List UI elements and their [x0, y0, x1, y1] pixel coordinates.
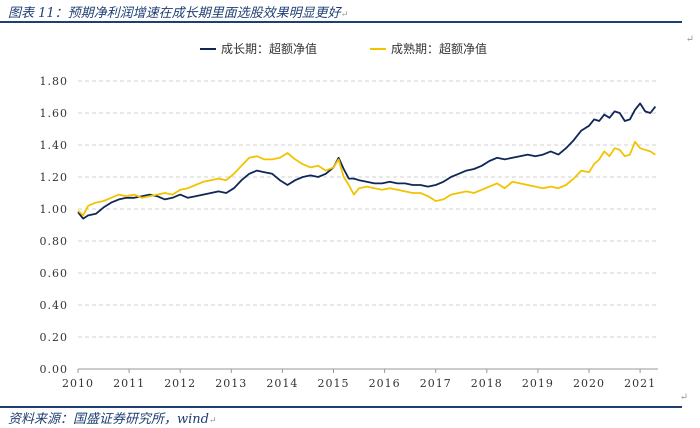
y-tick-label: 0.40 [40, 299, 69, 312]
x-tick-label: 2014 [266, 377, 298, 390]
return-mark-icon: ↵ [340, 10, 349, 20]
x-tick-label: 2021 [624, 377, 656, 390]
legend-label-growth: 成长期：超额净值 [221, 41, 317, 56]
x-tick-label: 2015 [318, 377, 350, 390]
x-tick-marks [77, 369, 641, 373]
x-tick-label: 2012 [164, 377, 196, 390]
top-rule [0, 21, 682, 23]
return-mark-icon: ↵ [685, 34, 694, 45]
x-tick-label: 2013 [215, 377, 247, 390]
series-line-growth [77, 102, 657, 220]
figure-title: 图表 11：预期净利润增速在成长期里面选股效果明显更好↵ [8, 2, 348, 21]
legend: 成长期：超额净值 成熟期：超额净值 [200, 41, 487, 56]
y-tick-label: 0.80 [40, 235, 69, 248]
gridlines [78, 80, 658, 338]
figure-source-text: 资料来源：国盛证券研究所，wind [8, 412, 209, 427]
return-mark-icon: ↵ [679, 392, 688, 403]
series-line-mature [77, 140, 656, 217]
return-mark-icon: ↵ [208, 416, 217, 426]
figure-source: 资料来源：国盛证券研究所，wind↵ [8, 408, 217, 427]
x-tick-label: 2011 [113, 377, 145, 390]
y-tick-labels: 0.00 0.20 0.40 0.60 0.80 1.00 1.20 1.40 1.60 1.80 [40, 75, 69, 376]
bottom-rule [0, 406, 682, 408]
y-tick-label: 1.40 [40, 139, 69, 152]
x-tick-labels: 2010 2011 2012 2013 2014 2015 2016 2017 2018 2019… [62, 377, 656, 390]
y-tick-label: 1.20 [40, 171, 69, 184]
x-tick-label: 2019 [522, 377, 554, 390]
y-tick-label: 1.00 [40, 203, 69, 216]
y-tick-label: 1.80 [40, 75, 69, 88]
y-tick-label: 1.60 [40, 107, 69, 120]
series-layer [77, 102, 657, 220]
legend-label-mature: 成熟期：超额净值 [391, 41, 487, 56]
y-tick-label: 0.60 [40, 267, 69, 280]
x-tick-label: 2018 [471, 377, 503, 390]
x-tick-label: 2020 [573, 377, 605, 390]
figure-title-text: 图表 11：预期净利润增速在成长期里面选股效果明显更好 [8, 6, 341, 21]
x-tick-label: 2016 [369, 377, 401, 390]
y-tick-label: 0.20 [40, 331, 69, 344]
y-tick-label: 0.00 [40, 363, 69, 376]
x-tick-label: 2010 [62, 377, 94, 390]
x-tick-label: 2017 [420, 377, 452, 390]
